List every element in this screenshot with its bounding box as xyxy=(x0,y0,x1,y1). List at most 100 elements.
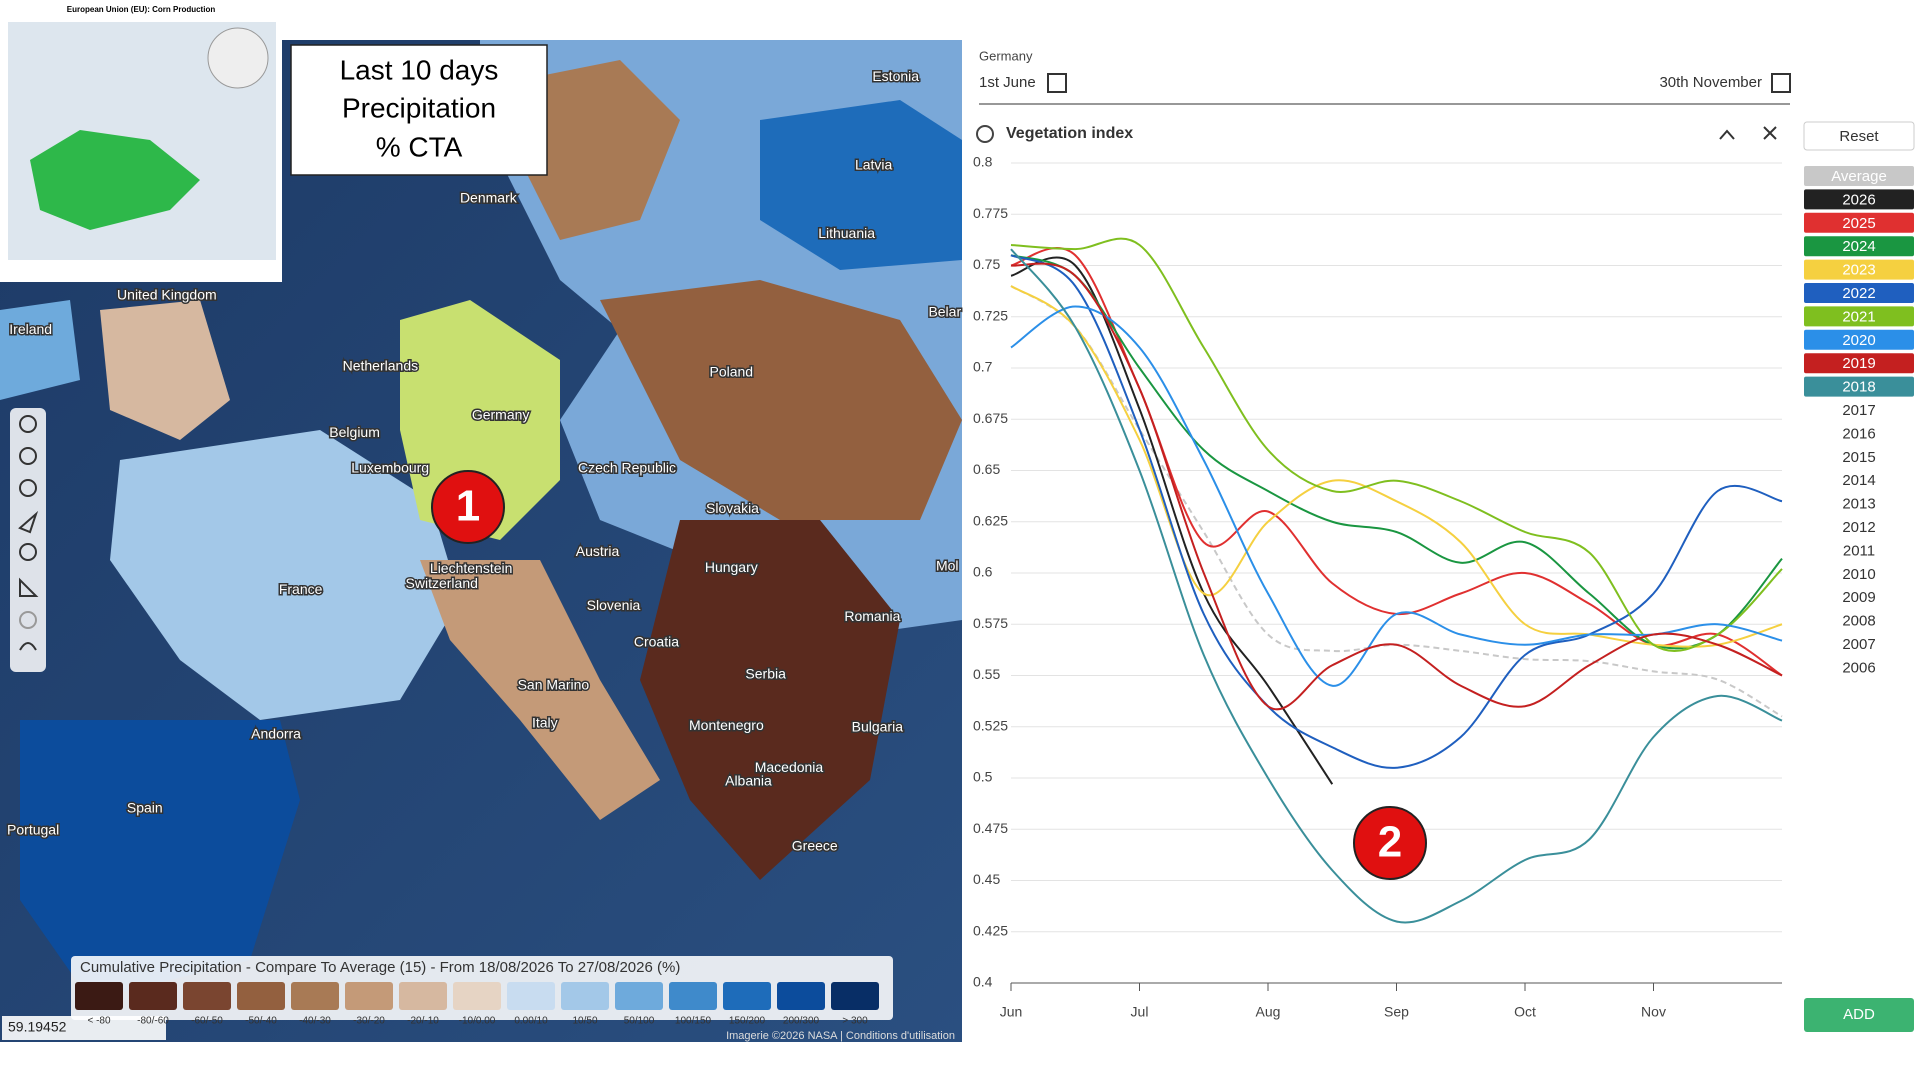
year-label: 2019 xyxy=(1842,355,1875,372)
country-label: Croatia xyxy=(634,634,679,650)
badge-circle xyxy=(1353,806,1427,880)
search-button[interactable] xyxy=(19,543,37,561)
legend-label: -60/-50 xyxy=(191,1016,223,1027)
country-label: Mol xyxy=(936,558,959,574)
legend-label: 50/100 xyxy=(624,1016,655,1027)
year-button[interactable] xyxy=(1804,166,1914,186)
series-line xyxy=(1010,248,1783,924)
start-calendar[interactable] xyxy=(1047,73,1067,93)
series-line xyxy=(1010,256,1334,785)
legend-swatch xyxy=(183,982,231,1010)
close-button[interactable] xyxy=(1763,126,1777,140)
layers-button[interactable] xyxy=(19,415,37,433)
year-button[interactable] xyxy=(1804,353,1914,374)
year-label[interactable]: 2014 xyxy=(1842,472,1875,489)
target-button[interactable] xyxy=(19,611,37,629)
end-date[interactable]: 30th November xyxy=(1659,74,1762,91)
zoom-in-button[interactable] xyxy=(19,447,37,465)
legend-label: -10/0.00 xyxy=(459,1016,496,1027)
overlay-background xyxy=(290,44,548,176)
year-button[interactable] xyxy=(1804,189,1914,210)
region-baltic xyxy=(760,100,962,270)
map-toolbar xyxy=(10,408,46,672)
year-button[interactable] xyxy=(1804,329,1914,350)
country-label: Macedonia xyxy=(755,759,824,775)
year-label[interactable]: 2015 xyxy=(1842,449,1875,466)
y-tick-label: 0.575 xyxy=(973,615,1008,631)
country-label: Hungary xyxy=(705,559,758,575)
country-label: Estonia xyxy=(872,68,919,84)
end-calendar[interactable] xyxy=(1771,73,1791,93)
year-button[interactable] xyxy=(1804,212,1914,233)
legend-swatch xyxy=(291,982,339,1010)
country-label: Montenegro xyxy=(689,717,764,733)
legend-label: 200/300 xyxy=(783,1016,820,1027)
toolbar-background xyxy=(10,408,46,672)
year-button[interactable] xyxy=(1804,306,1914,327)
country-label: Luxembourg xyxy=(351,459,429,475)
y-tick-label: 0.775 xyxy=(973,205,1008,221)
region-italy xyxy=(420,560,660,820)
year-button[interactable] xyxy=(1804,259,1914,280)
legend-label: -30/-20 xyxy=(353,1016,385,1027)
region-ireland xyxy=(0,300,80,400)
year-label[interactable]: 2013 xyxy=(1842,496,1875,513)
year-label[interactable]: 2011 xyxy=(1843,542,1875,559)
year-label[interactable]: 2006 xyxy=(1842,659,1875,676)
region-france xyxy=(110,430,460,720)
year-button[interactable] xyxy=(1804,376,1914,397)
year-label[interactable]: 2008 xyxy=(1842,613,1875,630)
legend-swatch xyxy=(723,982,771,1010)
globe-icon xyxy=(976,125,994,143)
side-panel: Germany 1st June 30th November Vegetatio… xyxy=(976,48,1915,1032)
legend-swatch xyxy=(831,982,879,1010)
legend-label: -80/-60 xyxy=(137,1016,169,1027)
year-label[interactable]: 2009 xyxy=(1842,589,1875,606)
locate-button[interactable] xyxy=(18,510,39,534)
zoom-out-button[interactable] xyxy=(19,479,37,497)
country-label: Slovakia xyxy=(706,500,759,516)
legend-label: -20/-10 xyxy=(407,1016,439,1027)
year-label[interactable]: 2007 xyxy=(1842,636,1875,653)
year-label[interactable]: 2017 xyxy=(1842,402,1875,419)
country-label: United Kingdom xyxy=(117,286,217,302)
y-tick-label: 0.55 xyxy=(973,666,1000,682)
start-date[interactable]: 1st June xyxy=(979,74,1036,91)
draw-button[interactable] xyxy=(19,642,37,651)
year-label: 2021 xyxy=(1842,308,1875,325)
country-label: Switzerland xyxy=(406,575,478,591)
country-label: Serbia xyxy=(745,666,786,682)
collapse-button[interactable] xyxy=(1719,129,1735,140)
year-label: 2025 xyxy=(1842,215,1875,232)
y-tick-label: 0.4 xyxy=(973,974,993,990)
legend-swatch xyxy=(453,982,501,1010)
x-tick-label: Sep xyxy=(1384,1004,1409,1020)
legend-swatch xyxy=(669,982,717,1010)
year-label[interactable]: 2010 xyxy=(1842,566,1875,583)
add-button[interactable] xyxy=(1804,998,1914,1032)
x-tick-label: Aug xyxy=(1256,1004,1281,1020)
inset-map: European Union (EU): Corn Production xyxy=(0,0,282,282)
badge: 2 xyxy=(1378,818,1402,867)
year-label[interactable]: 2016 xyxy=(1842,425,1875,442)
country-label: Andorra xyxy=(251,726,301,742)
series-line xyxy=(1010,237,1783,652)
overlay-line: Last 10 days xyxy=(340,54,499,85)
year-label[interactable]: 2012 xyxy=(1842,519,1875,536)
year-button[interactable] xyxy=(1804,283,1914,303)
legend-swatch xyxy=(615,982,663,1010)
legend-label: 150/200 xyxy=(729,1016,766,1027)
add-label: ADD xyxy=(1843,1006,1875,1023)
y-tick-label: 0.675 xyxy=(973,410,1008,426)
country-label: San Marino xyxy=(518,677,590,693)
measure-button[interactable] xyxy=(19,577,39,597)
legend-swatch xyxy=(561,982,609,1010)
reset-button[interactable] xyxy=(1803,121,1915,151)
year-button[interactable] xyxy=(1804,236,1914,257)
series-line xyxy=(1010,247,1783,677)
country-label: Germany xyxy=(472,407,530,423)
map[interactable]: Estonia Latvia Lithuania Denmark United King… xyxy=(0,40,963,1042)
legend-swatch xyxy=(75,982,123,1010)
country-label: Slovenia xyxy=(587,597,641,613)
y-tick-label: 0.5 xyxy=(973,769,993,785)
